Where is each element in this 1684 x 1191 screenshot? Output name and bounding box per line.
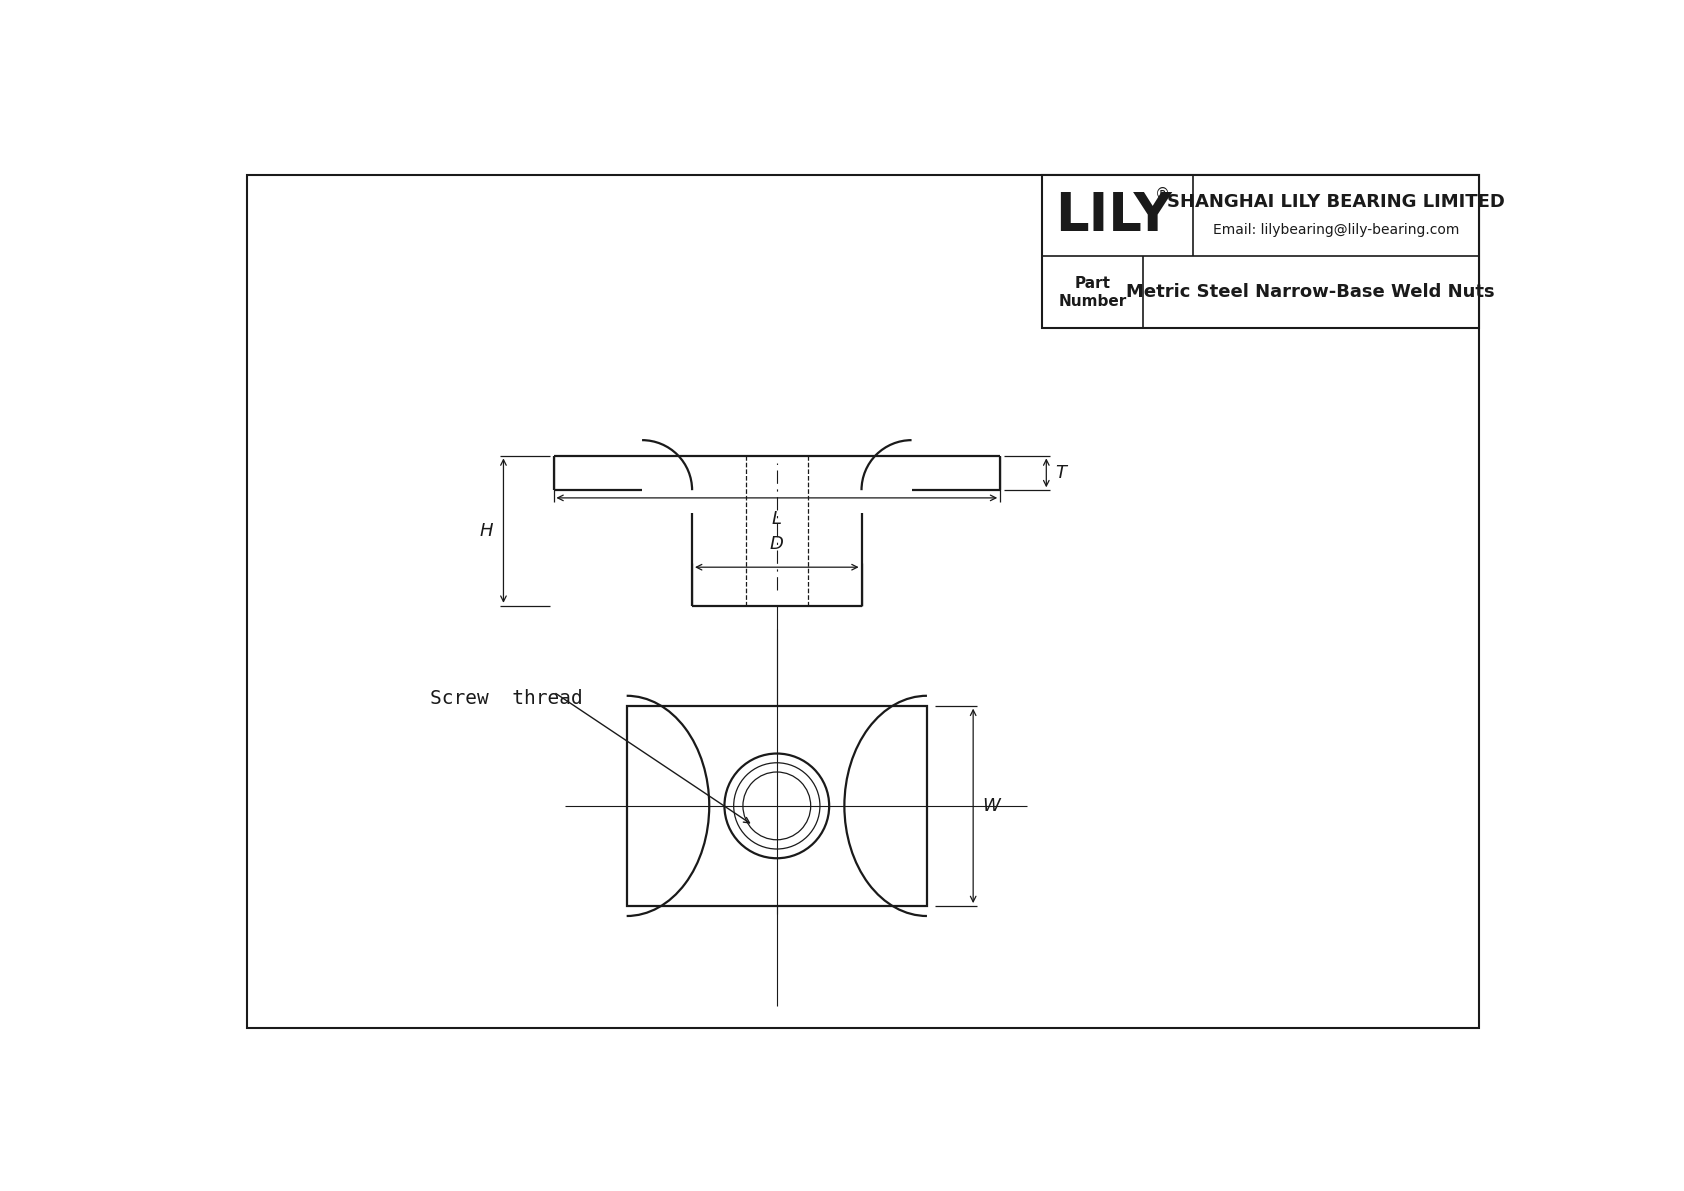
Text: T: T <box>1056 463 1066 482</box>
Text: Screw  thread: Screw thread <box>431 688 583 707</box>
Text: Email: lilybearing@lily-bearing.com: Email: lilybearing@lily-bearing.com <box>1212 223 1458 237</box>
Text: Part
Number: Part Number <box>1058 276 1127 308</box>
Text: ®: ® <box>1155 187 1170 201</box>
Bar <box>626 706 926 906</box>
Text: SHANGHAI LILY BEARING LIMITED: SHANGHAI LILY BEARING LIMITED <box>1167 193 1505 211</box>
Text: W: W <box>982 797 1000 815</box>
Bar <box>1042 175 1479 329</box>
Text: Metric Steel Narrow-Base Weld Nuts: Metric Steel Narrow-Base Weld Nuts <box>1127 283 1495 301</box>
Text: D: D <box>770 535 783 554</box>
Text: L: L <box>771 510 781 529</box>
Text: LILY: LILY <box>1056 189 1172 242</box>
Text: H: H <box>480 522 493 540</box>
